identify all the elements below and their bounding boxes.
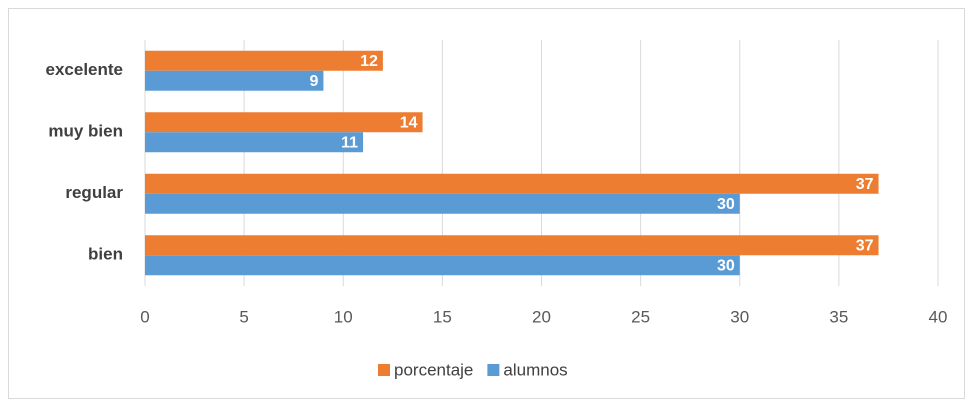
x-tick-label: 35 — [829, 307, 848, 326]
y-tick-label: muy bien — [48, 122, 123, 141]
bar — [145, 50, 383, 71]
bar — [145, 70, 324, 91]
x-tick-label: 30 — [730, 307, 749, 326]
data-label: 11 — [341, 134, 358, 151]
bar — [145, 193, 740, 214]
x-tick-label: 0 — [140, 307, 149, 326]
y-tick-label: regular — [65, 183, 123, 202]
bar — [145, 235, 879, 256]
bar — [145, 255, 740, 276]
data-label: 30 — [717, 257, 735, 274]
y-tick-label: excelente — [46, 60, 124, 79]
x-tick-label: 20 — [532, 307, 551, 326]
x-tick-label: 25 — [631, 307, 650, 326]
y-tick-label: bien — [88, 245, 123, 264]
bar — [145, 173, 879, 194]
bar — [145, 112, 423, 133]
x-tick-label: 15 — [433, 307, 452, 326]
data-label: 14 — [400, 114, 418, 131]
legend-swatch — [487, 364, 500, 376]
data-label: 37 — [856, 237, 874, 254]
legend-swatch — [378, 364, 390, 376]
legend-label: porcentaje — [394, 360, 473, 379]
data-label: 37 — [856, 176, 874, 193]
data-label: 30 — [717, 196, 735, 213]
data-label: 12 — [360, 53, 378, 70]
x-tick-label: 5 — [239, 307, 248, 326]
x-tick-label: 10 — [334, 307, 353, 326]
legend-label: alumnos — [503, 360, 567, 379]
bar — [145, 132, 364, 153]
x-tick-label: 40 — [929, 307, 948, 326]
data-label: 9 — [310, 73, 319, 90]
